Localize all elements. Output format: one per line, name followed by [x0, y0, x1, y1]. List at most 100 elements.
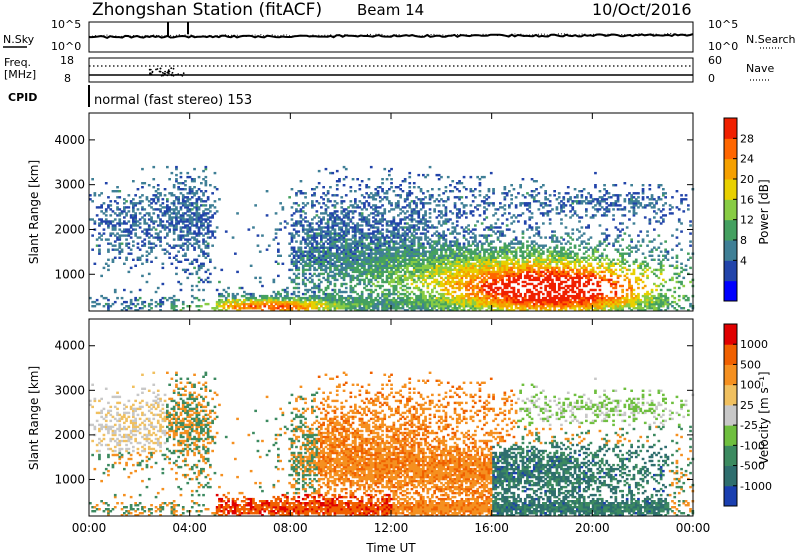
power-cell — [455, 216, 459, 219]
power-cell — [338, 270, 341, 274]
power-cell — [141, 302, 144, 306]
power-cell — [440, 300, 443, 304]
power-cell — [449, 248, 452, 251]
power-cell — [503, 260, 507, 263]
power-cell — [132, 180, 135, 183]
power-cell — [147, 184, 151, 187]
power-cell — [172, 230, 176, 233]
power-cell — [335, 272, 339, 276]
power-cell — [286, 309, 289, 312]
power-cell — [433, 232, 436, 235]
power-cell — [292, 250, 296, 253]
power-cell — [320, 206, 323, 209]
power-cell — [159, 305, 162, 308]
power-cell — [376, 210, 380, 213]
power-cell — [213, 171, 217, 175]
power-cell — [218, 309, 221, 312]
power-cell — [512, 230, 516, 233]
power-cell — [188, 272, 192, 276]
power-cell — [415, 250, 418, 253]
power-cell — [349, 305, 353, 308]
power-cell — [354, 296, 357, 300]
power-cell — [358, 268, 362, 272]
power-cell — [270, 302, 273, 306]
power-cell — [118, 214, 122, 217]
power-cell — [374, 250, 378, 253]
power-cell — [342, 278, 346, 282]
power-cell — [424, 300, 427, 304]
power-cell — [240, 286, 244, 290]
power-cell — [290, 248, 294, 251]
power-cell — [197, 264, 201, 267]
power-cell — [483, 284, 486, 288]
power-cell — [519, 294, 522, 298]
power-cell — [197, 254, 201, 257]
power-cell — [440, 258, 443, 261]
power-cell — [397, 200, 400, 203]
power-cell — [530, 290, 534, 294]
power-cell — [388, 224, 391, 227]
power-cell — [127, 234, 131, 237]
power-cell — [514, 252, 518, 255]
power-cell — [186, 220, 190, 223]
power-cell — [304, 302, 307, 306]
power-cell — [489, 274, 493, 278]
power-cell — [113, 228, 117, 231]
power-cell — [175, 272, 178, 276]
power-cell — [471, 286, 475, 290]
power-cell — [306, 234, 310, 237]
power-cell — [329, 264, 332, 267]
power-cell — [492, 258, 495, 261]
power-cell — [394, 266, 398, 270]
power-cell — [206, 244, 210, 247]
power-cell — [168, 192, 171, 195]
power-cell — [95, 302, 99, 306]
power-cell — [118, 238, 122, 241]
power-cell — [317, 298, 321, 302]
power-cell — [422, 252, 425, 255]
power-cell — [132, 202, 135, 205]
power-cell — [329, 270, 332, 274]
power-cell — [329, 226, 332, 229]
power-cell — [317, 232, 321, 235]
power-cell — [406, 196, 409, 199]
power-cell — [476, 242, 479, 245]
power-cell — [354, 200, 357, 203]
power-cell — [204, 302, 208, 306]
power-cell — [329, 298, 332, 302]
power-cell — [378, 266, 382, 270]
power-cell — [335, 258, 339, 261]
power-cell — [385, 274, 389, 278]
power-cell — [320, 256, 323, 259]
power-cell — [478, 240, 482, 243]
power-cell — [394, 186, 398, 189]
power-cell — [437, 300, 441, 304]
power-cell — [308, 298, 312, 302]
power-cell — [478, 307, 482, 310]
power-cell — [514, 238, 518, 241]
power-cell — [179, 230, 183, 233]
power-cell — [272, 296, 276, 300]
power-cell — [392, 296, 396, 300]
power-cell — [215, 210, 219, 213]
power-cell — [412, 256, 416, 259]
power-cell — [93, 194, 97, 197]
power-cell — [209, 230, 212, 233]
power-cell — [433, 305, 436, 308]
power-cell — [406, 252, 409, 255]
power-cell — [320, 264, 323, 267]
power-cell — [168, 218, 171, 221]
power-cell — [317, 296, 321, 300]
power-cell — [467, 280, 470, 284]
power-cell — [372, 212, 375, 215]
power-cell — [406, 232, 409, 235]
power-cell — [342, 282, 346, 286]
power-cell — [113, 290, 117, 294]
power-cell — [369, 242, 373, 245]
power-cell — [150, 302, 153, 306]
power-cell — [179, 260, 183, 263]
power-cell — [292, 280, 296, 284]
power-cell — [424, 254, 427, 257]
power-cell — [446, 256, 450, 259]
